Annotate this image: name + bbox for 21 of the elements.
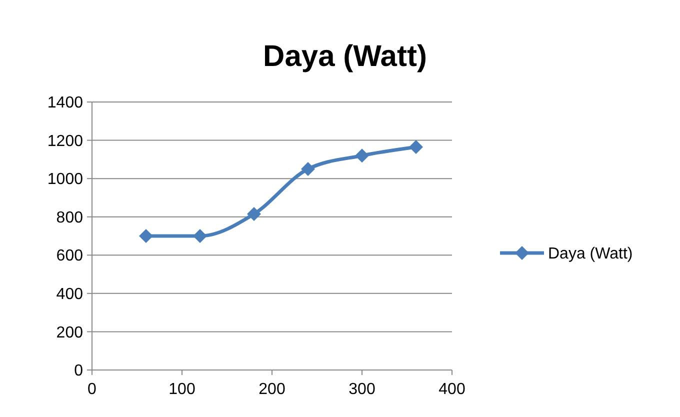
y-tick-label: 600 [56, 248, 84, 265]
x-tick-label: 0 [88, 381, 97, 398]
point [193, 229, 207, 243]
point [301, 162, 315, 176]
point [409, 140, 423, 154]
chart-title: Daya (Watt) [263, 40, 427, 73]
y-tick-label: 200 [56, 324, 84, 342]
x-tick-label: 200 [258, 381, 286, 398]
x-tick-label: 400 [438, 381, 466, 398]
y-tick-label: 1000 [47, 171, 84, 188]
legend-label: Daya (Watt) [548, 246, 633, 263]
x-tick-label: 300 [348, 381, 376, 398]
y-tick-label: 400 [56, 286, 84, 304]
y-tick-label: 800 [56, 209, 84, 226]
y-tick-label: 1200 [47, 132, 84, 150]
y-tick-label: 0 [74, 362, 84, 380]
x-tick-label: 100 [168, 381, 196, 398]
point [355, 148, 369, 163]
point [139, 229, 153, 243]
y-tick-label: 1400 [47, 94, 84, 112]
point [247, 206, 261, 221]
